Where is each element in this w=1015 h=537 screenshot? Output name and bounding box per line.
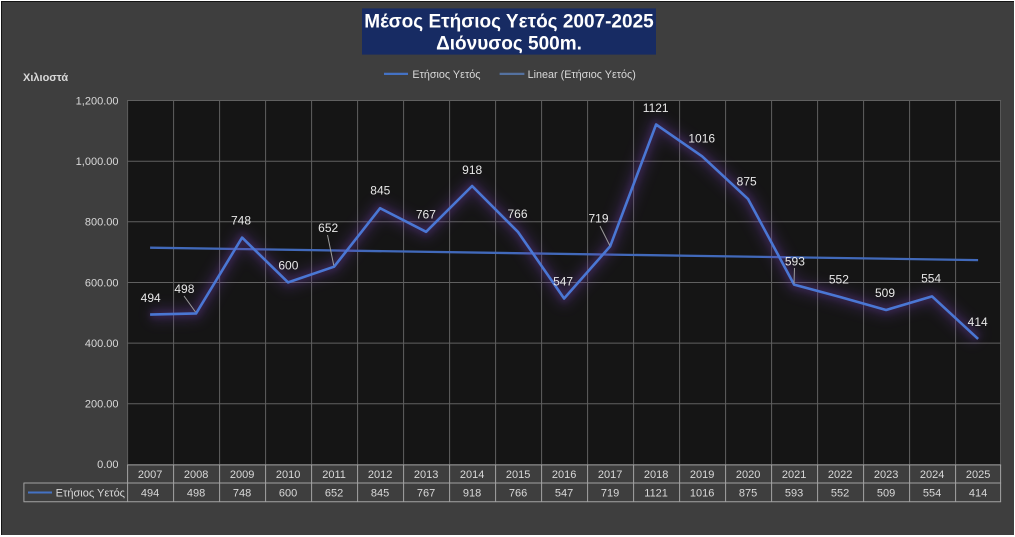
svg-text:766: 766 — [507, 207, 527, 221]
svg-text:Linear (Ετήσιος Υετός): Linear (Ετήσιος Υετός) — [528, 69, 636, 81]
svg-text:918: 918 — [463, 488, 481, 500]
svg-text:2017: 2017 — [598, 469, 622, 481]
svg-text:494: 494 — [141, 291, 161, 305]
svg-text:498: 498 — [187, 488, 205, 500]
svg-text:2007: 2007 — [138, 469, 162, 481]
svg-text:2010: 2010 — [276, 469, 300, 481]
svg-text:1016: 1016 — [690, 488, 714, 500]
svg-text:1121: 1121 — [644, 488, 668, 500]
svg-text:509: 509 — [875, 286, 895, 300]
svg-text:600.00: 600.00 — [85, 277, 119, 289]
svg-text:767: 767 — [416, 207, 436, 221]
svg-text:494: 494 — [141, 488, 159, 500]
svg-text:200.00: 200.00 — [85, 399, 119, 411]
svg-text:Ετήσιος Υετός: Ετήσιος Υετός — [412, 69, 480, 81]
svg-text:766: 766 — [509, 488, 527, 500]
svg-text:0.00: 0.00 — [97, 459, 118, 471]
svg-text:1,200.00: 1,200.00 — [76, 95, 119, 107]
svg-text:2018: 2018 — [644, 469, 668, 481]
svg-text:2009: 2009 — [230, 469, 254, 481]
svg-text:1,000.00: 1,000.00 — [76, 156, 119, 168]
svg-text:Μέσος Ετήσιος Υετός 2007-2025: Μέσος Ετήσιος Υετός 2007-2025 — [364, 12, 654, 33]
svg-text:748: 748 — [231, 214, 251, 228]
svg-text:2023: 2023 — [874, 469, 898, 481]
svg-text:2020: 2020 — [736, 469, 760, 481]
svg-text:400.00: 400.00 — [85, 338, 119, 350]
svg-text:748: 748 — [233, 488, 251, 500]
svg-text:Διόνυσος 500m.: Διόνυσος 500m. — [436, 34, 582, 55]
svg-text:918: 918 — [462, 163, 482, 177]
svg-text:2024: 2024 — [920, 469, 944, 481]
svg-text:1121: 1121 — [643, 101, 669, 115]
svg-text:2008: 2008 — [184, 469, 208, 481]
svg-text:2015: 2015 — [506, 469, 530, 481]
svg-text:Ετήσιος Υετός: Ετήσιος Υετός — [56, 488, 125, 500]
svg-text:767: 767 — [417, 488, 435, 500]
svg-text:593: 593 — [785, 488, 803, 500]
svg-text:875: 875 — [739, 488, 757, 500]
svg-text:2022: 2022 — [828, 469, 852, 481]
svg-text:414: 414 — [969, 488, 987, 500]
svg-text:875: 875 — [737, 175, 757, 189]
svg-text:845: 845 — [370, 183, 390, 197]
svg-text:652: 652 — [325, 488, 343, 500]
svg-text:845: 845 — [371, 488, 389, 500]
svg-text:600: 600 — [279, 488, 297, 500]
svg-text:2011: 2011 — [322, 469, 346, 481]
svg-text:554: 554 — [921, 272, 941, 286]
svg-text:1016: 1016 — [688, 131, 715, 145]
svg-text:2012: 2012 — [368, 469, 392, 481]
svg-text:554: 554 — [923, 488, 941, 500]
svg-text:552: 552 — [831, 488, 849, 500]
svg-text:2014: 2014 — [460, 469, 484, 481]
svg-text:652: 652 — [318, 221, 338, 235]
svg-text:498: 498 — [174, 282, 194, 296]
svg-text:2021: 2021 — [782, 469, 806, 481]
svg-text:593: 593 — [785, 254, 805, 268]
svg-text:719: 719 — [588, 212, 608, 226]
svg-text:547: 547 — [553, 274, 573, 288]
svg-text:Χιλιοστά: Χιλιοστά — [23, 72, 68, 84]
svg-text:552: 552 — [829, 273, 849, 287]
svg-text:719: 719 — [601, 488, 619, 500]
svg-text:2019: 2019 — [690, 469, 714, 481]
svg-text:800.00: 800.00 — [85, 217, 119, 229]
svg-text:2025: 2025 — [966, 469, 990, 481]
svg-text:414: 414 — [968, 315, 988, 329]
svg-text:2016: 2016 — [552, 469, 576, 481]
svg-text:547: 547 — [555, 488, 573, 500]
svg-text:509: 509 — [877, 488, 895, 500]
svg-text:600: 600 — [278, 259, 298, 273]
svg-text:2013: 2013 — [414, 469, 438, 481]
